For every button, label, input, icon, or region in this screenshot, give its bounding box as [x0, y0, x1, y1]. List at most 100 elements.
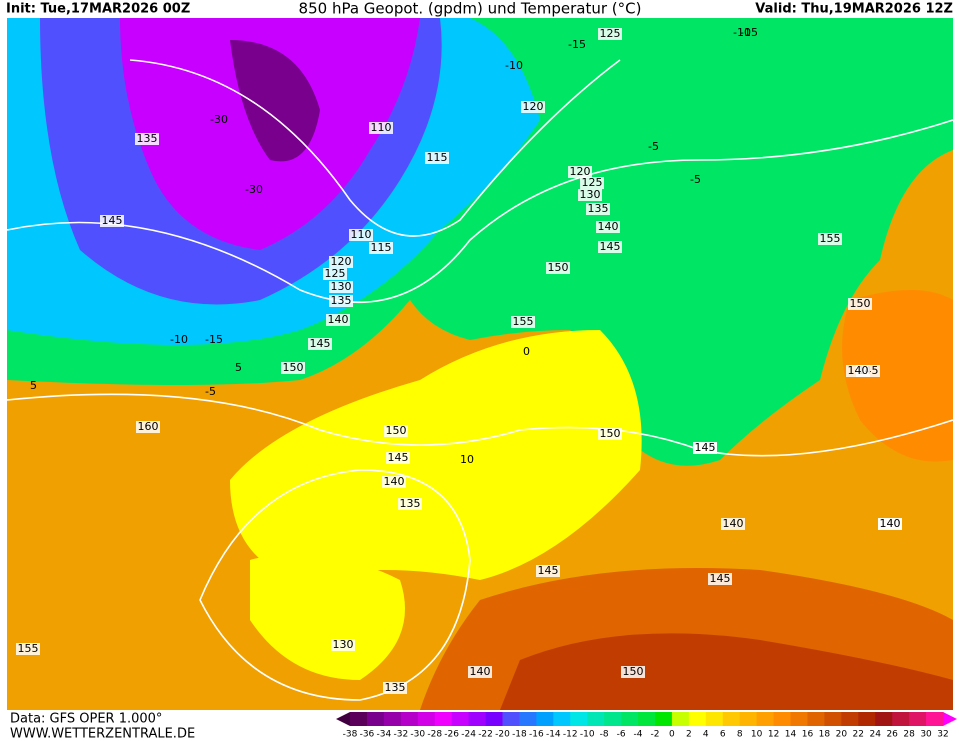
- scale-label: -26: [444, 730, 459, 740]
- temperature-label: -10: [733, 26, 751, 39]
- scale-swatch: [604, 712, 622, 726]
- scale-label: -30: [410, 730, 425, 740]
- map: [6, 18, 954, 710]
- scale-label: -20: [495, 730, 510, 740]
- scale-label: 28: [903, 730, 915, 740]
- temperature-label: 0: [523, 345, 530, 358]
- label-bg: [546, 262, 570, 274]
- scale-swatch: [807, 712, 825, 726]
- scale-swatch: [366, 712, 385, 726]
- scale-label: 2: [686, 730, 692, 740]
- temperature-label: 5: [30, 379, 37, 392]
- geopotential-label: 145: [388, 451, 409, 464]
- geopotential-label: 150: [850, 297, 871, 310]
- label-bg: [596, 221, 620, 233]
- geopotential-label: 145: [710, 572, 731, 585]
- temperature-label: -30: [210, 113, 228, 126]
- label-bg: [578, 189, 602, 201]
- scale-swatch: [553, 712, 571, 726]
- polar-core: [230, 40, 320, 162]
- scale-swatch: [638, 712, 656, 726]
- scale-swatch: [621, 712, 639, 726]
- scale-label: -32: [393, 730, 408, 740]
- scale-label: -12: [563, 730, 578, 740]
- label-bg: [398, 498, 422, 510]
- contour-labels: 1251201101151351451101151201251301351401…: [16, 26, 902, 694]
- scale-label: 26: [886, 730, 898, 740]
- color-scale: -38 -36 -34 -32 -30 -28 -26 -24 -22 -20 -18 -16 -14-…: [336, 712, 957, 740]
- geopotential-label: 150: [623, 665, 644, 678]
- label-bg: [818, 233, 842, 245]
- geopotential-label: 120: [523, 100, 544, 113]
- scale-swatch: [671, 712, 690, 726]
- footer: Data: GFS OPER 1.000° WWW.WETTERZENTRALE…: [10, 712, 195, 741]
- label-bg: [468, 666, 492, 678]
- geopotential-label: 140: [598, 220, 619, 233]
- init-time: Init: Tue,17MAR2026 00Z: [6, 2, 190, 17]
- label-bg: [536, 565, 560, 577]
- scale-label: -14: [546, 730, 561, 740]
- geopotential-label: 145: [695, 441, 716, 454]
- scale-swatch: [434, 712, 453, 726]
- scale-label: 22: [853, 730, 864, 740]
- geopotential-label: 150: [548, 261, 569, 274]
- geopotential-label: 125: [582, 176, 603, 189]
- geopotential-label: 110: [371, 121, 392, 134]
- geopotential-label: 115: [427, 151, 448, 164]
- geopotential-label: 155: [820, 232, 841, 245]
- scale-swatch: [536, 712, 554, 726]
- scale-end-low: [336, 712, 350, 726]
- scale-swatch: [417, 712, 436, 726]
- label-bg: [329, 281, 353, 293]
- scale-swatch: [688, 712, 707, 726]
- label-bg: [521, 101, 545, 113]
- geopotential-label: 120: [570, 165, 591, 178]
- temperature-label: -5: [648, 140, 659, 153]
- label-bg: [329, 295, 353, 307]
- geopotential-label: 145: [102, 214, 123, 227]
- geopotential-label: 135: [331, 294, 352, 307]
- scale-swatch: [451, 712, 470, 726]
- geopotential-label: 130: [580, 188, 601, 201]
- scale-label: -8: [600, 730, 609, 740]
- geopotential-label: 135: [400, 497, 421, 510]
- label-bg: [621, 666, 645, 678]
- label-bg: [580, 177, 604, 189]
- temperature-label: -5: [205, 385, 216, 398]
- scale-swatch: [654, 712, 673, 726]
- scale-swatch: [350, 712, 368, 726]
- scale-swatch: [519, 712, 537, 726]
- temperature-label: 10: [460, 453, 474, 466]
- scale-swatch: [400, 712, 419, 726]
- temperature-label: 5: [235, 361, 242, 374]
- scale-swatch: [841, 712, 859, 726]
- hot-air: [500, 633, 953, 710]
- label-bg: [598, 241, 622, 253]
- scale-label: -28: [427, 730, 442, 740]
- geopotential-label: 135: [588, 202, 609, 215]
- mild-air-south: [250, 553, 405, 680]
- label-bg: [329, 256, 353, 268]
- scale-swatch: [892, 712, 910, 726]
- scale-swatch: [909, 712, 927, 726]
- temperature-label: -5: [690, 173, 701, 186]
- geopotential-label: 140: [470, 665, 491, 678]
- scale-label: 0: [669, 730, 675, 740]
- geopotential-label: 145: [600, 240, 621, 253]
- map-title: 850 hPa Geopot. (gpdm) und Temperatur (°…: [299, 0, 642, 18]
- geopotential-label: 135: [385, 681, 406, 694]
- scale-swatch: [858, 712, 876, 726]
- label-bg: [708, 573, 732, 585]
- label-bg: [100, 215, 124, 227]
- scale-label: -4: [634, 730, 643, 740]
- label-bg: [136, 421, 160, 433]
- label-bg: [693, 442, 717, 454]
- label-bg: [384, 425, 408, 437]
- geopotential-label: 125: [600, 27, 621, 40]
- geopotential-label: 145: [310, 337, 331, 350]
- temperature-label: -15: [205, 333, 223, 346]
- temperature-label: -15: [568, 38, 586, 51]
- temperature-label: -10: [505, 59, 523, 72]
- website: WWW.WETTERZENTRALE.DE: [10, 727, 195, 741]
